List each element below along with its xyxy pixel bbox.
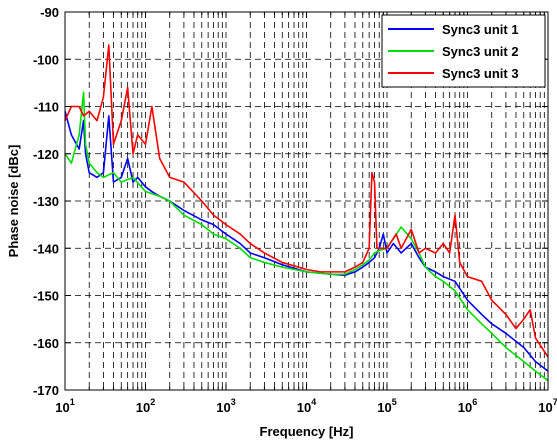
y-tick-label: -100 xyxy=(33,52,59,67)
x-tick-label: 107 xyxy=(538,397,557,415)
legend: Sync3 unit 1 Sync3 unit 2 Sync3 unit 3 xyxy=(381,14,546,88)
y-tick-label: -160 xyxy=(33,336,59,351)
y-tick-label: -90 xyxy=(40,5,59,20)
series-lines xyxy=(65,44,548,382)
y-tick-label: -140 xyxy=(33,241,59,256)
x-tick-labels: 101 102 103 104 105 106 107 xyxy=(55,397,557,415)
y-axis-title: Phase noise [dBc] xyxy=(6,145,21,258)
y-tick-label: -120 xyxy=(33,147,59,162)
x-tick-label: 105 xyxy=(377,397,396,415)
series-line-2 xyxy=(65,91,548,382)
y-tick-label: -130 xyxy=(33,194,59,209)
x-tick-label: 106 xyxy=(458,397,477,415)
series-line-3 xyxy=(65,44,548,358)
series-line-1 xyxy=(65,111,548,372)
legend-label: Sync3 unit 1 xyxy=(442,22,519,37)
x-tick-label: 101 xyxy=(55,397,74,415)
y-tick-labels: -90 -100 -110 -120 -130 -140 -150 -160 -170 xyxy=(33,5,59,398)
y-tick-label: -110 xyxy=(34,100,59,115)
x-axis-title: Frequency [Hz] xyxy=(260,424,354,439)
x-tick-label: 103 xyxy=(216,397,235,415)
y-tick-label: -150 xyxy=(33,289,59,304)
x-tick-label: 104 xyxy=(297,397,316,415)
x-tick-label: 102 xyxy=(136,397,155,415)
y-tick-label: -170 xyxy=(33,383,59,398)
legend-label: Sync3 unit 2 xyxy=(442,44,519,59)
plot-area xyxy=(65,44,548,382)
legend-label: Sync3 unit 3 xyxy=(442,66,519,81)
